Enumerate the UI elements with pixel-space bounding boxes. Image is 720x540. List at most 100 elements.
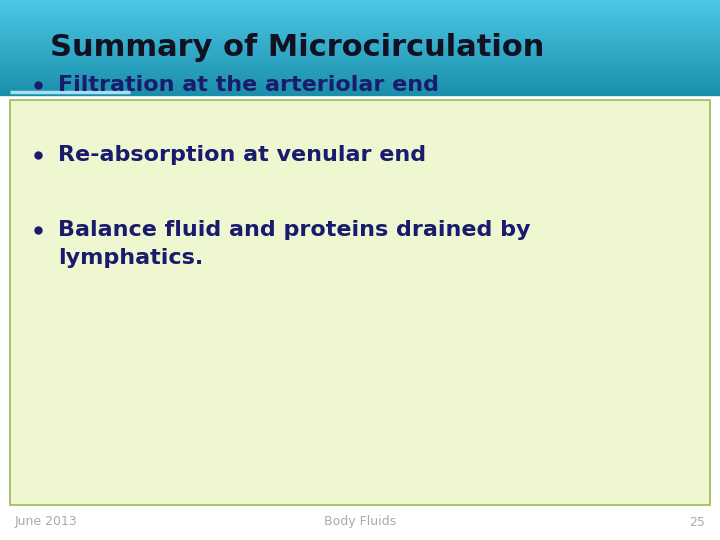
Text: lymphatics.: lymphatics. (58, 248, 203, 268)
Bar (0, 72, 720, 73)
Bar (0, 5, 720, 6)
Bar (0, 43, 720, 44)
Bar (0, 52, 720, 53)
Bar (0, 15, 720, 16)
Bar (0, 94, 720, 95)
Bar (0, 54, 720, 55)
Bar (0, 11, 720, 12)
Bar (0, 45, 720, 46)
Bar (0, 20, 720, 21)
Bar (0, 34, 720, 35)
Bar (0, 60, 720, 61)
Bar (0, 91, 720, 92)
Bar (0, 69, 720, 70)
Bar (0, 83, 720, 84)
Bar (0, 28, 720, 29)
Bar (0, 29, 720, 30)
Bar (0, 4, 720, 5)
Bar (0, 9, 720, 10)
Bar (0, 70, 720, 71)
Bar (0, 93, 720, 94)
Bar (0, 64, 720, 65)
Bar (0, 6, 720, 7)
Bar (0, 39, 720, 40)
Bar (0, 19, 720, 20)
FancyBboxPatch shape (10, 100, 710, 505)
Bar (0, 14, 720, 15)
Bar (0, 55, 720, 56)
Bar (0, 68, 720, 69)
Bar (0, 62, 720, 63)
Bar (0, 16, 720, 17)
Bar (0, 87, 720, 88)
Bar (0, 75, 720, 76)
Bar (0, 26, 720, 27)
Bar (0, 35, 720, 36)
Bar (0, 33, 720, 34)
Bar (0, 84, 720, 85)
Bar (0, 0, 720, 1)
Bar (0, 27, 720, 28)
Bar (0, 51, 720, 52)
Bar (0, 1, 720, 2)
Bar (0, 44, 720, 45)
Text: June 2013: June 2013 (15, 516, 78, 529)
Bar (0, 7, 720, 8)
Bar (0, 92, 720, 93)
Text: Balance fluid and proteins drained by: Balance fluid and proteins drained by (58, 220, 531, 240)
Bar (0, 66, 720, 68)
Bar (0, 38, 720, 39)
Bar (0, 24, 720, 25)
Bar (0, 32, 720, 33)
Bar (0, 73, 720, 75)
Bar (0, 46, 720, 48)
Bar (0, 81, 720, 82)
Bar (0, 89, 720, 90)
Bar (0, 57, 720, 58)
Bar (0, 2, 720, 3)
Bar (0, 30, 720, 31)
Bar (0, 56, 720, 57)
Bar (0, 48, 720, 49)
Bar (0, 77, 720, 78)
Bar (0, 53, 720, 54)
Bar (0, 59, 720, 60)
Bar (0, 22, 720, 23)
Bar (0, 42, 720, 43)
Bar (0, 58, 720, 59)
Bar (0, 40, 720, 41)
Bar (0, 90, 720, 91)
Bar (0, 61, 720, 62)
Bar (0, 49, 720, 50)
Bar (0, 12, 720, 14)
Bar (0, 10, 720, 11)
Bar (0, 79, 720, 80)
Bar (0, 8, 720, 9)
Bar (0, 82, 720, 83)
Bar (0, 36, 720, 37)
Text: Body Fluids: Body Fluids (324, 516, 396, 529)
Bar (0, 65, 720, 66)
Bar (0, 17, 720, 18)
Bar (0, 31, 720, 32)
Bar (0, 80, 720, 81)
Bar (0, 63, 720, 64)
Bar (0, 25, 720, 26)
Text: Filtration at the arteriolar end: Filtration at the arteriolar end (58, 75, 439, 95)
Bar (0, 23, 720, 24)
Text: Summary of Microcirculation: Summary of Microcirculation (50, 33, 544, 62)
Bar (0, 21, 720, 22)
Bar (0, 3, 720, 4)
Bar (0, 18, 720, 19)
Text: 25: 25 (689, 516, 705, 529)
Bar (0, 86, 720, 87)
Bar (0, 50, 720, 51)
Bar (0, 76, 720, 77)
Text: Re-absorption at venular end: Re-absorption at venular end (58, 145, 426, 165)
Bar (0, 41, 720, 42)
Bar (0, 85, 720, 86)
Bar (0, 37, 720, 38)
Bar (0, 71, 720, 72)
Bar (0, 88, 720, 89)
Bar (0, 78, 720, 79)
